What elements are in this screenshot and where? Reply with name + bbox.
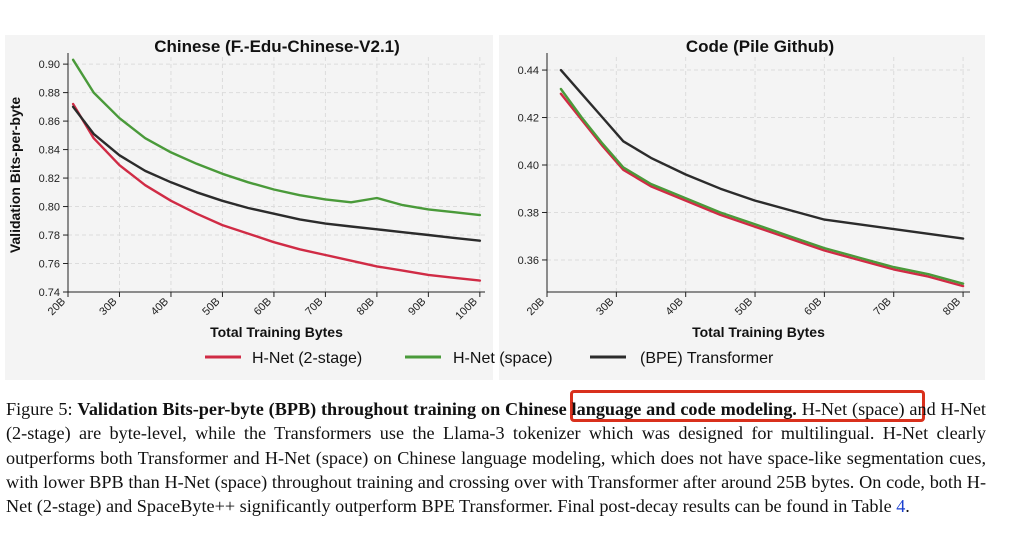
caption-bold: Validation Bits-per-byte (BPB) throughou… (77, 399, 797, 419)
table-ref-link[interactable]: 4 (896, 496, 906, 517)
caption-prefix: Figure 5: (6, 399, 78, 419)
chart-title: Code (Pile Github) (686, 37, 834, 56)
y-tick-label: 0.40 (518, 160, 539, 172)
y-tick-label: 0.88 (39, 88, 60, 100)
legend-label: (BPE) Transformer (640, 350, 774, 367)
series-line (71, 102, 482, 282)
x-axis-label: Total Training Bytes (210, 324, 343, 340)
series-line (71, 105, 482, 242)
legend: H-Net (2-stage) H-Net (space) (BPE) Transf… (205, 350, 774, 367)
y-tick-label: 0.38 (518, 207, 539, 219)
y-tick-label: 0.44 (518, 65, 539, 77)
y-tick-label: 0.82 (39, 173, 60, 185)
figure-caption: Figure 5: Validation Bits-per-byte (BPB)… (6, 397, 986, 518)
y-axis-label: Validation Bits-per-byte (7, 97, 23, 254)
series-line (71, 58, 482, 217)
y-tick-label: 0.86 (39, 116, 60, 128)
y-tick-label: 0.84 (39, 145, 60, 157)
y-tick-label: 0.80 (39, 202, 60, 214)
caption-body: H-Net (space) and H-Net (2-stage) are by… (6, 399, 986, 517)
caption-end: . (905, 496, 910, 517)
series-line (559, 87, 965, 285)
y-tick-label: 0.74 (39, 287, 60, 299)
y-tick-label: 0.36 (518, 255, 539, 267)
y-tick-label: 0.76 (39, 259, 60, 271)
legend-label: H-Net (2-stage) (252, 350, 362, 367)
series-line (559, 92, 965, 288)
legend-label: H-Net (space) (453, 350, 553, 367)
y-tick-label: 0.42 (518, 113, 539, 125)
y-tick-label: 0.78 (39, 230, 60, 242)
highlight-box (570, 390, 925, 422)
series-line (559, 68, 965, 240)
y-tick-label: 0.90 (39, 59, 60, 71)
chart-title: Chinese (F.-Edu-Chinese-V2.1) (154, 37, 400, 56)
x-axis-label: Total Training Bytes (692, 324, 825, 340)
